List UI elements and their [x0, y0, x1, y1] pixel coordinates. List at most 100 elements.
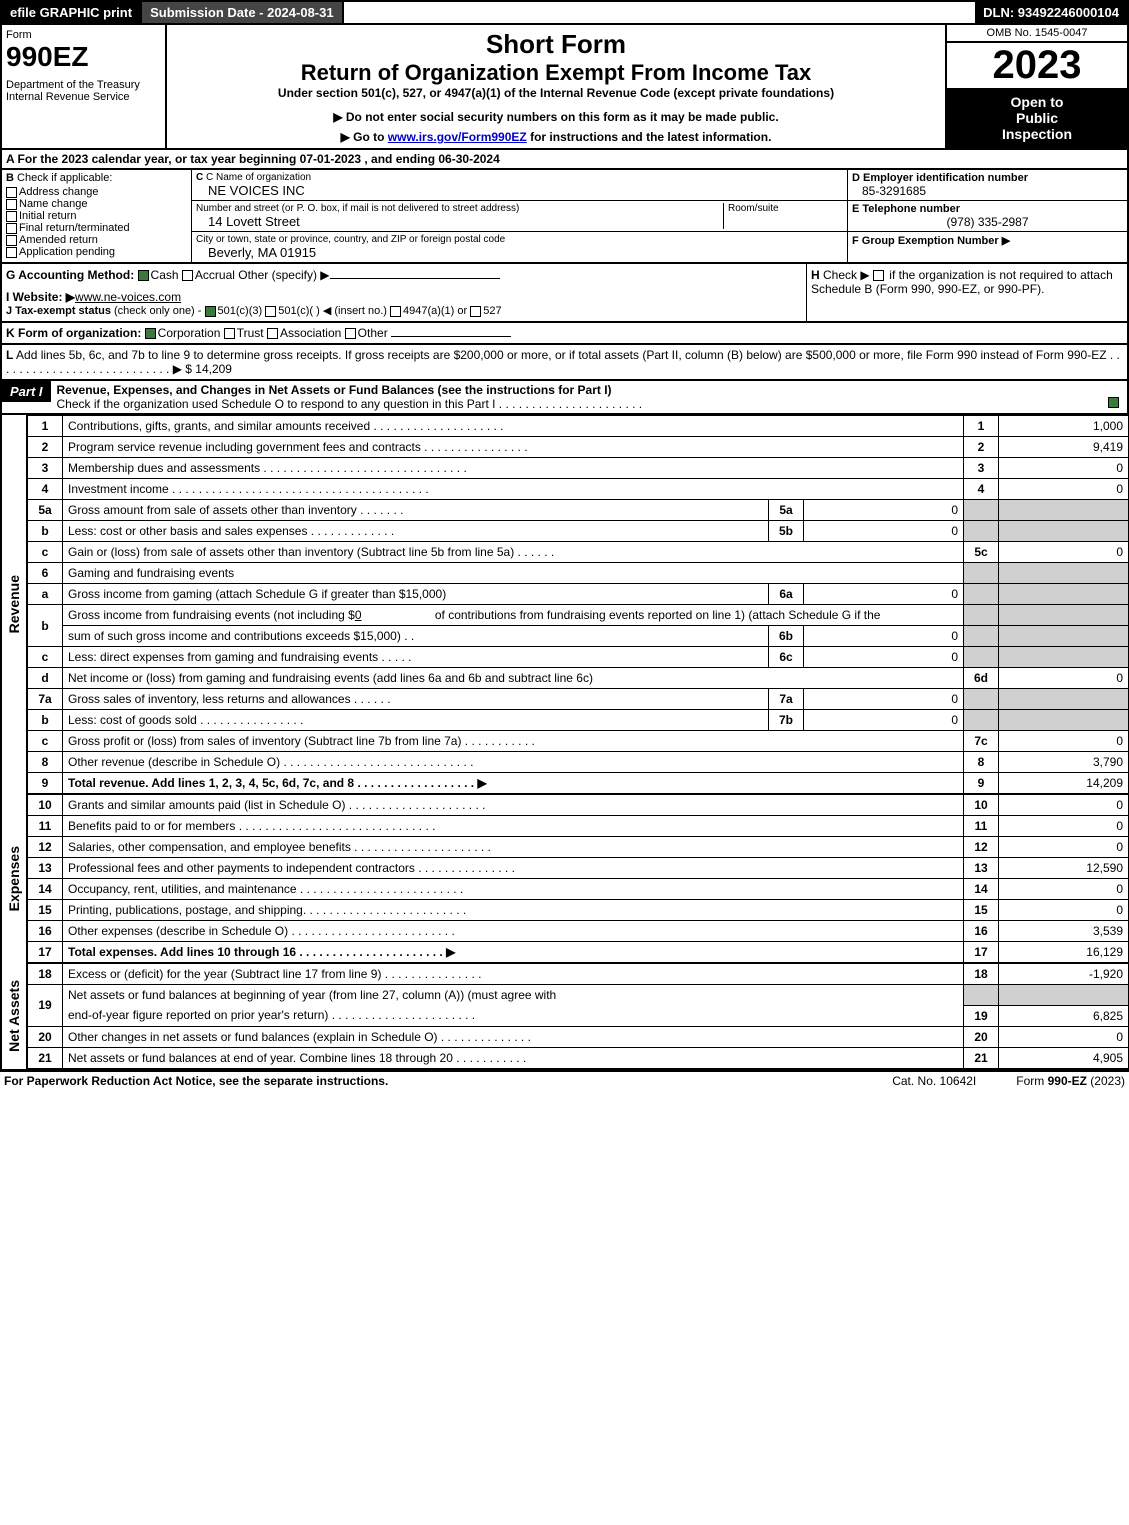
table-row: 17Total expenses. Add lines 10 through 1… — [28, 942, 1129, 963]
form-label: Form — [6, 29, 161, 41]
title-long: Return of Organization Exempt From Incom… — [171, 60, 941, 86]
table-row: 2Program service revenue including gover… — [28, 437, 1129, 458]
revenue-section: Revenue 1Contributions, gifts, grants, a… — [0, 415, 1129, 794]
cash-check[interactable] — [138, 270, 149, 281]
box-def: D Employer identification number 85-3291… — [847, 170, 1127, 262]
cat-no: Cat. No. 10642I — [892, 1074, 976, 1088]
netassets-section: Net Assets 18Excess or (deficit) for the… — [0, 963, 1129, 1071]
dept: Department of the Treasury — [6, 79, 161, 91]
part-i-header: Part I Revenue, Expenses, and Changes in… — [0, 381, 1129, 415]
form-ref: Form 990-EZ (2023) — [1016, 1074, 1125, 1088]
table-row: 1Contributions, gifts, grants, and simil… — [28, 416, 1129, 437]
tax-exempt-label: J Tax-exempt status — [6, 305, 111, 317]
table-row: bLess: cost of goods sold . . . . . . . … — [28, 710, 1129, 731]
table-row: cGain or (loss) from sale of assets othe… — [28, 542, 1129, 563]
phone: (978) 335-2987 — [852, 215, 1123, 229]
website-value[interactable]: www.ne-voices.com — [75, 290, 181, 304]
other-org-field[interactable] — [391, 336, 511, 337]
app-pending-check[interactable] — [6, 247, 17, 258]
schedule-b-check[interactable] — [873, 270, 884, 281]
room-suite: Room/suite — [723, 203, 843, 229]
corp-check[interactable] — [145, 328, 156, 339]
group-exemption-label: F Group Exemption Number — [852, 235, 999, 247]
table-row: 11Benefits paid to or for members . . . … — [28, 816, 1129, 837]
part-i-label: Part I — [2, 381, 51, 402]
other-method-field[interactable] — [330, 278, 500, 279]
4947-check[interactable] — [390, 306, 401, 317]
title-block: Short Form Return of Organization Exempt… — [167, 25, 947, 148]
submission-date: Submission Date - 2024-08-31 — [142, 2, 344, 23]
name-change-check[interactable] — [6, 199, 17, 210]
ein: 85-3291685 — [852, 184, 1123, 198]
year-block: OMB No. 1545-0047 2023 Open to Public In… — [947, 25, 1127, 148]
header: Form 990EZ Department of the Treasury In… — [0, 25, 1129, 150]
irs-link[interactable]: www.irs.gov/Form990EZ — [388, 130, 527, 144]
table-row: 6Gaming and fundraising events — [28, 563, 1129, 584]
tax-year: 2023 — [947, 43, 1127, 88]
line-a: A For the 2023 calendar year, or tax yea… — [0, 150, 1129, 170]
org-name: NE VOICES INC — [196, 183, 843, 198]
ein-label: D Employer identification number — [852, 172, 1028, 184]
table-row: 10Grants and similar amounts paid (list … — [28, 795, 1129, 816]
table-row: 19Net assets or fund balances at beginni… — [28, 985, 1129, 1006]
table-row: 18Excess or (deficit) for the year (Subt… — [28, 964, 1129, 985]
omb: OMB No. 1545-0047 — [947, 25, 1127, 43]
expenses-label: Expenses — [4, 842, 24, 915]
netassets-label: Net Assets — [4, 976, 24, 1056]
box-b: B Check if applicable: Address change Na… — [2, 170, 192, 262]
table-row: 12Salaries, other compensation, and empl… — [28, 837, 1129, 858]
form-number: 990EZ — [6, 41, 161, 73]
assoc-check[interactable] — [267, 328, 278, 339]
under-section: Under section 501(c), 527, or 4947(a)(1)… — [171, 86, 941, 100]
501c3-check[interactable] — [205, 306, 216, 317]
phone-label: E Telephone number — [852, 203, 960, 215]
box-h: H Check ▶ if the organization is not req… — [807, 264, 1127, 321]
table-row: 7aGross sales of inventory, less returns… — [28, 689, 1129, 710]
accrual-check[interactable] — [182, 270, 193, 281]
part-i-check-text: Check if the organization used Schedule … — [57, 397, 643, 411]
boxes-bcdef: B Check if applicable: Address change Na… — [0, 170, 1129, 264]
table-row: 20Other changes in net assets or fund ba… — [28, 1026, 1129, 1047]
notice-ssn: ▶ Do not enter social security numbers o… — [171, 110, 941, 124]
line-l: L Add lines 5b, 6c, and 7b to line 9 to … — [0, 345, 1129, 381]
accounting-method-label: G Accounting Method: — [6, 268, 134, 282]
line-gh: G Accounting Method: Cash Accrual Other … — [0, 264, 1129, 323]
form-id-block: Form 990EZ Department of the Treasury In… — [2, 25, 167, 148]
table-row: bGross income from fundraising events (n… — [28, 605, 1129, 626]
table-row: 5aGross amount from sale of assets other… — [28, 500, 1129, 521]
527-check[interactable] — [470, 306, 481, 317]
table-row: 4Investment income . . . . . . . . . . .… — [28, 479, 1129, 500]
line-k: K Form of organization: Corporation Trus… — [0, 323, 1129, 345]
schedule-o-check[interactable] — [1108, 397, 1119, 408]
notice-goto: ▶ Go to www.irs.gov/Form990EZ for instru… — [171, 130, 941, 144]
table-row: 15Printing, publications, postage, and s… — [28, 900, 1129, 921]
gross-receipts: 14,209 — [195, 362, 232, 376]
irs: Internal Revenue Service — [6, 91, 161, 103]
table-row: cLess: direct expenses from gaming and f… — [28, 647, 1129, 668]
table-row: 16Other expenses (describe in Schedule O… — [28, 921, 1129, 942]
initial-return-check[interactable] — [6, 211, 17, 222]
501c-check[interactable] — [265, 306, 276, 317]
city-state-zip: Beverly, MA 01915 — [196, 245, 843, 260]
table-row: 21Net assets or fund balances at end of … — [28, 1047, 1129, 1068]
table-row: sum of such gross income and contributio… — [28, 626, 1129, 647]
box-c: C C Name of organization NE VOICES INC N… — [192, 170, 847, 262]
org-name-label: C C Name of organization — [196, 172, 843, 183]
part-i-desc: Revenue, Expenses, and Changes in Net As… — [57, 383, 612, 397]
paperwork-notice: For Paperwork Reduction Act Notice, see … — [4, 1074, 388, 1088]
website-label: I Website: ▶ — [6, 290, 75, 304]
table-row: 13Professional fees and other payments t… — [28, 858, 1129, 879]
street: 14 Lovett Street — [196, 214, 723, 229]
other-org-check[interactable] — [345, 328, 356, 339]
revenue-table: 1Contributions, gifts, grants, and simil… — [27, 415, 1129, 794]
top-bar: efile GRAPHIC print Submission Date - 20… — [0, 0, 1129, 25]
table-row: 8Other revenue (describe in Schedule O) … — [28, 752, 1129, 773]
table-row: cGross profit or (loss) from sales of in… — [28, 731, 1129, 752]
amended-check[interactable] — [6, 235, 17, 246]
revenue-label: Revenue — [4, 571, 24, 637]
trust-check[interactable] — [224, 328, 235, 339]
addr-change-check[interactable] — [6, 187, 17, 198]
final-return-check[interactable] — [6, 223, 17, 234]
efile-label[interactable]: efile GRAPHIC print — [2, 2, 142, 23]
expenses-section: Expenses 10Grants and similar amounts pa… — [0, 794, 1129, 963]
